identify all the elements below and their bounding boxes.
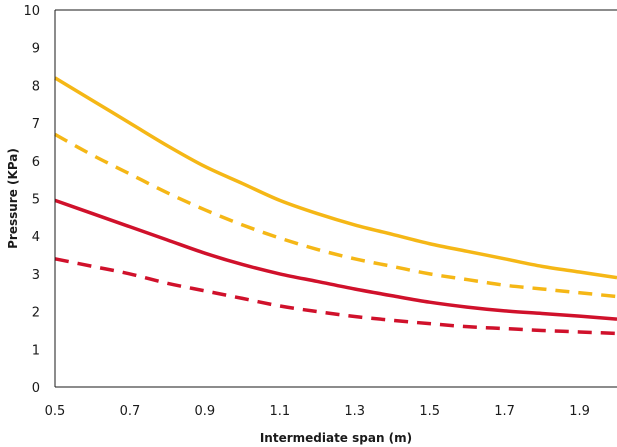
x-tick-label: 1.9 bbox=[569, 404, 590, 419]
x-tick-label: 1.7 bbox=[494, 404, 515, 419]
y-tick-label: 2 bbox=[32, 306, 40, 321]
y-axis-ticks: 0 1 2 3 4 5 6 7 8 9 10 bbox=[23, 4, 40, 396]
y-tick-label: 9 bbox=[32, 42, 40, 57]
y-tick-label: 0 bbox=[32, 381, 40, 396]
x-tick-label: 1.1 bbox=[269, 404, 290, 419]
y-tick-label: 7 bbox=[32, 117, 40, 132]
y-tick-label: 10 bbox=[23, 4, 40, 19]
x-tick-label: 0.7 bbox=[120, 404, 141, 419]
y-tick-label: 3 bbox=[32, 268, 40, 283]
series-lines bbox=[54, 76, 617, 336]
y-tick-label: 6 bbox=[32, 155, 40, 170]
x-axis-title: Intermediate span (m) bbox=[260, 431, 412, 445]
y-tick-label: 1 bbox=[32, 343, 40, 358]
x-tick-label: 1.5 bbox=[419, 404, 440, 419]
x-tick-label: 0.5 bbox=[45, 404, 66, 419]
series-line-2 bbox=[54, 132, 617, 299]
y-axis-title: Pressure (KPa) bbox=[6, 148, 20, 249]
series-line-1 bbox=[54, 76, 617, 280]
x-axis-ticks: 0.5 0.7 0.9 1.1 1.3 1.5 1.7 1.9 bbox=[45, 404, 590, 419]
y-tick-label: 4 bbox=[32, 230, 40, 245]
series-line-4 bbox=[54, 257, 617, 336]
y-tick-label: 5 bbox=[32, 193, 40, 208]
x-tick-label: 1.3 bbox=[344, 404, 365, 419]
x-tick-label: 0.9 bbox=[195, 404, 216, 419]
series-line-3 bbox=[54, 198, 617, 321]
y-tick-label: 8 bbox=[32, 79, 40, 94]
